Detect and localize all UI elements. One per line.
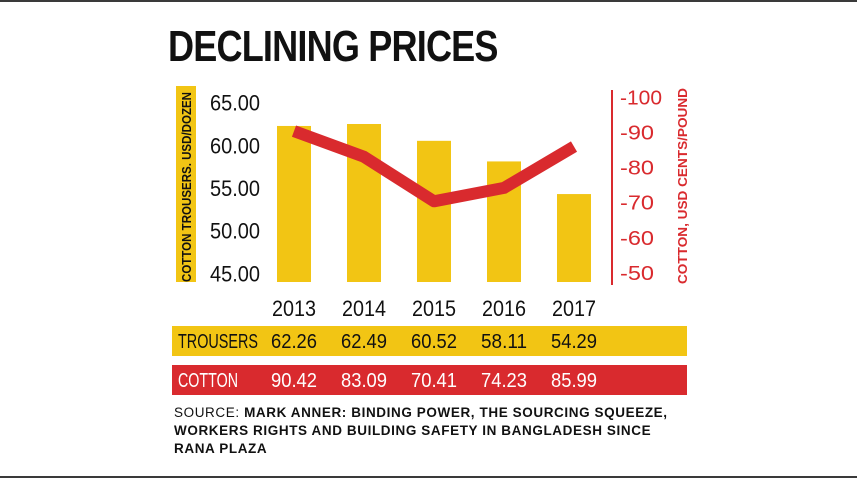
left-axis-label-box [176, 86, 196, 282]
source-prefix: SOURCE: [174, 405, 245, 420]
bottom-frame-line [0, 476, 857, 478]
left-tick-label: 60.00 [210, 133, 260, 158]
table-cell: 83.09 [341, 370, 387, 392]
left-tick-label: 50.00 [210, 219, 260, 244]
left-tick-label: 65.00 [210, 91, 260, 116]
x-tick-label: 2016 [482, 296, 526, 321]
table-cell: 54.29 [551, 331, 597, 353]
bar-trousers-2017 [557, 194, 591, 282]
table-cell: 90.42 [271, 370, 317, 392]
chart-title: DECLINING PRICES [168, 22, 498, 71]
right-tick-label: -80 [620, 158, 654, 180]
table-cell: 74.23 [481, 370, 527, 392]
source-note: SOURCE: MARK ANNER: BINDING POWER, THE S… [174, 404, 694, 458]
top-frame-line [0, 0, 857, 2]
right-tick-label: -50 [620, 263, 654, 285]
left-axis-label: COTTON TROUSERS. USD/DOZEN [179, 92, 194, 282]
right-tick-label: -100 [620, 88, 662, 110]
x-tick-label: 2015 [412, 296, 456, 321]
table-row-trousers-bg [172, 326, 687, 356]
table-cell: 62.49 [341, 331, 387, 353]
table-cell: 60.52 [411, 331, 457, 353]
left-tick-label: 55.00 [210, 176, 260, 201]
x-tick-label: 2014 [342, 296, 386, 321]
bar-trousers-2013 [277, 125, 311, 283]
right-tick-label: -70 [620, 193, 654, 215]
x-tick-label: 2017 [552, 296, 596, 321]
right-axis-label: COTTON, USD CENTS/POUND [675, 88, 690, 284]
table-cell: 70.41 [411, 370, 457, 392]
table-cell: 62.26 [271, 331, 317, 353]
x-tick-label: 2013 [272, 296, 316, 321]
right-tick-label: -60 [620, 228, 654, 250]
table-cell: 85.99 [551, 370, 597, 392]
table-row-label: TROUSERS [178, 331, 258, 353]
table-row-label: COTTON [178, 370, 238, 392]
right-tick-label: -90 [620, 123, 654, 145]
bar-trousers-2015 [417, 140, 451, 282]
table-row-cotton-bg [172, 365, 687, 395]
table-cell: 58.11 [481, 331, 527, 353]
left-tick-label: 45.00 [210, 261, 260, 286]
source-text: MARK ANNER: BINDING POWER, THE SOURCING … [174, 405, 668, 456]
